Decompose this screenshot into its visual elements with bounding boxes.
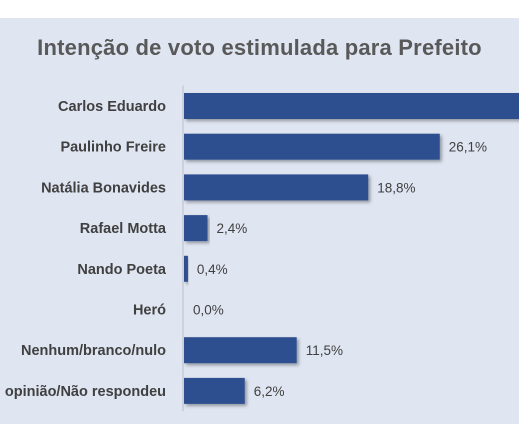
category-label: Não tem opinião/Não respondeu xyxy=(0,384,166,400)
category-label: Heró xyxy=(133,303,166,319)
bar xyxy=(184,133,440,160)
category-label: Carlos Eduardo xyxy=(58,99,166,115)
category-label: Natália Bonavides xyxy=(41,180,166,196)
category-label: Paulinho Freire xyxy=(60,140,166,156)
data-label: 6,2% xyxy=(254,384,285,399)
bar xyxy=(184,215,208,242)
data-label: 11,5% xyxy=(306,343,343,358)
bar xyxy=(184,255,188,282)
data-label: 18,8% xyxy=(377,180,415,195)
data-label: 2,4% xyxy=(217,221,248,236)
bar xyxy=(184,93,519,119)
data-label: 26,1% xyxy=(449,140,487,155)
category-label: Nando Poeta xyxy=(77,262,167,278)
bar xyxy=(184,174,369,201)
data-label: 0,0% xyxy=(193,303,224,318)
chart-title: Intenção de voto estimulada para Prefeit… xyxy=(37,35,482,60)
data-label: 0,4% xyxy=(197,262,228,277)
bar xyxy=(184,377,245,404)
bar xyxy=(184,337,297,364)
category-label: Nenhum/branco/nulo xyxy=(21,343,166,359)
category-label: Rafael Motta xyxy=(80,221,167,237)
